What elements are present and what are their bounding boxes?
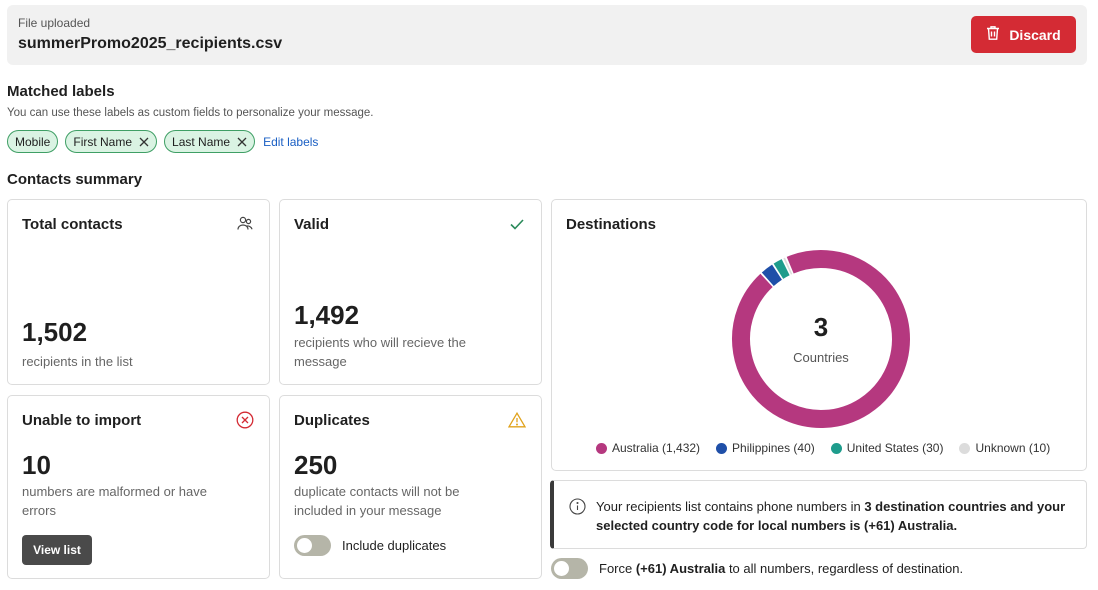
force-country-label: Force (+61) Australia to all numbers, re… [599, 561, 963, 576]
trash-icon [986, 25, 1000, 44]
info-text-plain: Your recipients list contains phone numb… [596, 499, 865, 514]
donut-slice-philippines [761, 264, 783, 287]
duplicates-value: 250 [294, 450, 338, 480]
legend-dot [959, 442, 971, 454]
view-list-button[interactable]: View list [22, 535, 92, 565]
card-title: Unable to import [22, 412, 142, 429]
duplicates-card: Duplicates 250 duplicate contacts will n… [279, 395, 542, 579]
legend-label: United States (30) [846, 441, 944, 455]
donut-chart: 3 Countries [726, 244, 916, 434]
legend-item: Philippines (40) [716, 441, 815, 455]
donut-slice-united-states [773, 259, 790, 279]
edit-labels-link[interactable]: Edit labels [263, 134, 319, 149]
duplicates-desc: duplicate contacts will not be included … [294, 484, 460, 518]
legend-label: Philippines (40) [732, 441, 815, 455]
legend-dot [830, 442, 842, 454]
unable-value: 10 [22, 450, 51, 480]
legend-label: Australia (1,432) [612, 441, 701, 455]
people-icon [235, 214, 255, 234]
remove-chip-icon[interactable] [237, 137, 247, 147]
valid-value: 1,492 [294, 300, 360, 330]
legend-label: Unknown (10) [975, 441, 1051, 455]
valid-card: Valid 1,492 recipients who will recieve … [279, 199, 542, 385]
chip-mobile: Mobile [7, 130, 59, 153]
info-icon [569, 498, 586, 520]
discard-button[interactable]: Discard [971, 16, 1076, 53]
chip-first-name: First Name [65, 130, 158, 153]
force-label-prefix: Force [599, 561, 636, 576]
check-icon [507, 214, 527, 234]
chip-last-name: Last Name [164, 130, 256, 153]
force-country-toggle[interactable] [551, 558, 588, 579]
card-title: Valid [294, 216, 330, 233]
remove-chip-icon[interactable] [139, 137, 149, 147]
force-country-row: Force (+61) Australia to all numbers, re… [551, 558, 963, 579]
contacts-summary-title: Contacts summary [7, 171, 143, 188]
legend-dot [596, 442, 607, 454]
info-text-bold: 3 destination countries and your selecte… [596, 499, 1066, 533]
card-title: Destinations [566, 216, 657, 233]
valid-desc: recipients who will recieve the message [294, 335, 466, 369]
legend-item: Unknown (10) [959, 441, 1050, 455]
warning-icon [507, 410, 527, 430]
destinations-legend: Australia (1,432) Philippines (40) Unite… [596, 441, 1050, 455]
matched-labels-title: Matched labels [7, 83, 115, 100]
discard-label: Discard [1009, 26, 1061, 43]
donut-svg [732, 250, 910, 428]
uploaded-filename: summerPromo2025_recipients.csv [18, 35, 283, 52]
chip-label: Last Name [172, 134, 231, 149]
error-circle-icon [235, 410, 255, 430]
legend-item: Australia (1,432) [596, 441, 700, 455]
destinations-card: Destinations 3 Countries Australia (1,43… [551, 199, 1087, 471]
label-chips: Mobile First Name Last Name Edit labels [7, 130, 318, 153]
file-upload-bar: File uploaded summerPromo2025_recipients… [7, 5, 1087, 65]
matched-labels-subtitle: You can use these labels as custom field… [7, 107, 374, 119]
force-label-suffix: to all numbers, regardless of destinatio… [725, 561, 964, 576]
chip-label: Mobile [15, 134, 51, 149]
include-duplicates-toggle[interactable] [294, 535, 331, 556]
card-title: Duplicates [294, 412, 370, 429]
donut-slice-australia [732, 250, 910, 428]
force-label-bold: (+61) Australia [635, 561, 726, 576]
legend-dot [716, 442, 728, 454]
info-text: Your recipients list contains phone numb… [596, 497, 1066, 535]
donut-center-value: 3 [813, 312, 829, 342]
total-contacts-desc: recipients in the list [22, 354, 133, 369]
total-contacts-card: Total contacts 1,502 recipients in the l… [7, 199, 270, 385]
donut-center-label: Countries [793, 350, 849, 365]
legend-item: United States (30) [830, 441, 944, 455]
include-duplicates-label: Include duplicates [342, 538, 447, 553]
total-contacts-value: 1,502 [22, 317, 88, 347]
upload-caption: File uploaded [18, 16, 91, 30]
include-duplicates-row: Include duplicates [294, 535, 446, 556]
destination-info-box: Your recipients list contains phone numb… [550, 480, 1087, 549]
card-title: Total contacts [22, 216, 123, 233]
donut-slice-unknown [783, 257, 793, 275]
unable-to-import-card: Unable to import 10 numbers are malforme… [7, 395, 270, 579]
chip-label: First Name [73, 134, 133, 149]
unable-desc: numbers are malformed or have errors [22, 484, 207, 518]
